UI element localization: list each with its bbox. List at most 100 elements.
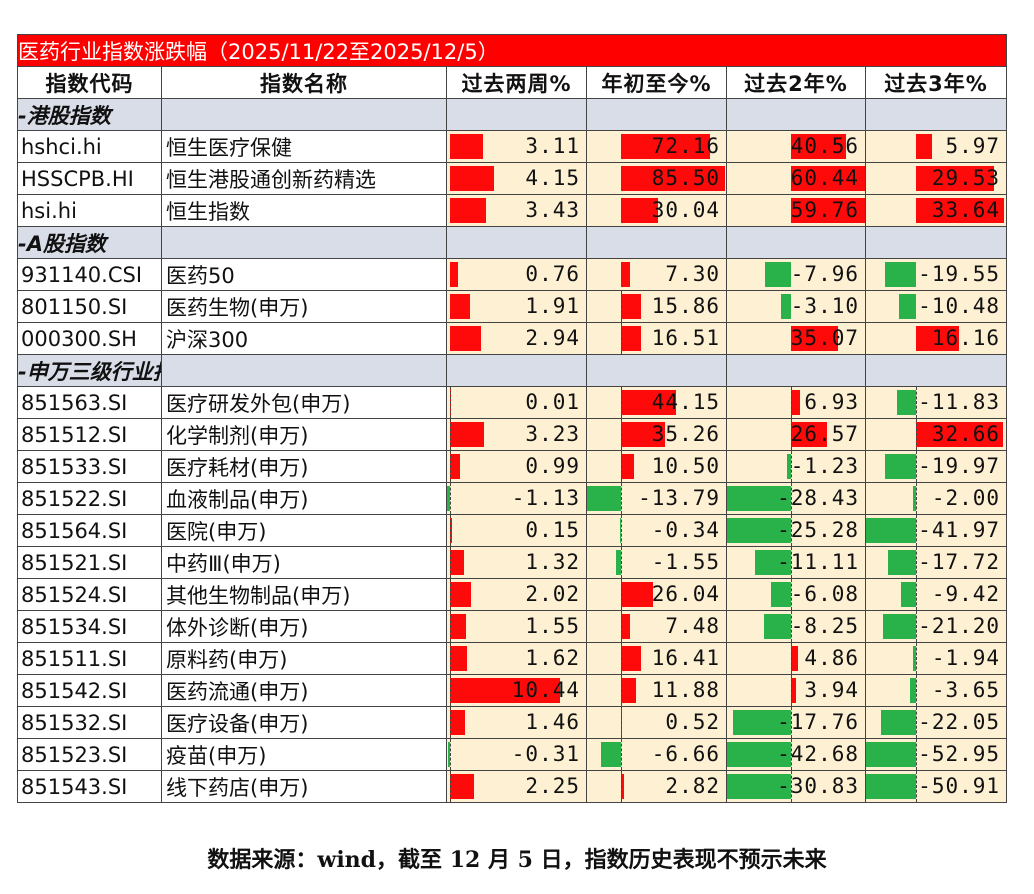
positive-bar	[916, 134, 932, 159]
value-text: -22.05	[918, 710, 1001, 734]
index-code: 851522.SI	[17, 482, 162, 515]
index-name: 医疗研发外包(申万)	[161, 386, 447, 419]
zero-axis-line	[621, 547, 622, 578]
value-cell-3y: -50.91	[864, 770, 1008, 803]
value-cell-3y: -11.83	[864, 386, 1008, 419]
negative-bar	[619, 518, 621, 543]
value-text: 0.15	[525, 518, 580, 542]
negative-bar	[771, 582, 791, 607]
value-text: 3.43	[525, 198, 580, 222]
value-text: 10.44	[511, 678, 580, 702]
header-2y: 过去2年%	[726, 66, 866, 99]
value-cell-ytd: 85.50	[586, 162, 727, 195]
section-cell	[446, 98, 587, 131]
positive-bar	[450, 710, 466, 735]
value-cell-2w: 2.94	[446, 322, 587, 355]
section-cell	[586, 98, 727, 131]
positive-bar	[621, 646, 642, 671]
zero-axis-line	[916, 547, 917, 578]
index-name: 沪深300	[161, 322, 447, 355]
value-cell-2y: 40.56	[726, 130, 866, 163]
index-name: 化学制剂(申万)	[161, 418, 447, 451]
zero-axis-line	[916, 419, 917, 450]
header-2w: 过去两周%	[446, 66, 587, 99]
section-cell	[586, 354, 727, 387]
negative-bar	[786, 454, 791, 479]
table-row: hshci.hi 恒生医疗保健 3.11 72.16 40.56 5.97	[17, 130, 1008, 163]
zero-axis-line	[916, 483, 917, 514]
table-row: 851524.SI 其他生物制品(申万) 2.02 26.04 -6.08 -9.42	[17, 578, 1008, 611]
value-cell-2w: 1.46	[446, 706, 587, 739]
value-text: -1.55	[651, 550, 720, 574]
value-text: -28.43	[777, 486, 859, 510]
zero-axis-line	[621, 771, 622, 802]
value-text: -11.83	[918, 390, 1001, 414]
value-cell-ytd: 16.41	[586, 642, 727, 675]
index-name: 恒生指数	[161, 194, 447, 227]
value-text: -17.76	[777, 710, 859, 734]
zero-axis-line	[791, 771, 792, 802]
value-text: -42.68	[777, 742, 859, 766]
index-code: hsi.hi	[17, 194, 162, 227]
section-row: -A股指数	[17, 226, 1008, 259]
negative-bar	[912, 646, 916, 671]
zero-axis-line	[916, 675, 917, 706]
value-cell-3y: -41.97	[864, 514, 1008, 547]
value-cell-ytd: 10.50	[586, 450, 727, 483]
value-text: 26.57	[790, 422, 859, 446]
negative-bar	[727, 486, 791, 511]
value-text: 32.66	[931, 422, 1001, 446]
zero-axis-line	[450, 387, 451, 418]
value-cell-2w: -1.13	[446, 482, 587, 515]
negative-bar	[866, 742, 916, 767]
zero-axis-line	[450, 419, 451, 450]
negative-bar	[780, 294, 791, 319]
index-code: 851563.SI	[17, 386, 162, 419]
negative-bar	[882, 614, 916, 639]
zero-axis-line	[450, 547, 451, 578]
positive-bar	[791, 646, 798, 671]
index-name: 医院(申万)	[161, 514, 447, 547]
positive-bar	[450, 678, 560, 703]
header-name: 指数名称	[161, 66, 447, 99]
header-3y: 过去3年%	[864, 66, 1008, 99]
value-cell-2y: 4.86	[726, 642, 866, 675]
value-text: -19.55	[918, 262, 1001, 286]
value-text: 60.44	[790, 166, 859, 190]
value-cell-2w: 1.55	[446, 610, 587, 643]
positive-bar	[916, 422, 1003, 447]
positive-bar	[791, 422, 827, 447]
zero-axis-line	[916, 515, 917, 546]
value-text: 3.23	[525, 422, 580, 446]
value-text: -0.31	[511, 742, 580, 766]
zero-axis-line	[791, 547, 792, 578]
table-row: 851564.SI 医院(申万) 0.15 -0.34 -25.28 -41.97	[17, 514, 1008, 547]
value-text: 16.41	[651, 646, 720, 670]
zero-axis-line	[621, 579, 622, 610]
title-row: 医药行业指数涨跌幅（2025/11/22至2025/12/5）	[16, 34, 1008, 67]
positive-bar	[621, 294, 641, 319]
value-text: 59.76	[790, 198, 859, 222]
positive-bar	[791, 198, 865, 223]
value-cell-2y: 59.76	[726, 194, 866, 227]
value-cell-ytd: 26.04	[586, 578, 727, 611]
index-name: 疫苗(申万)	[161, 738, 447, 771]
value-cell-ytd: -0.34	[586, 514, 727, 547]
zero-axis-line	[916, 451, 917, 482]
zero-axis-line	[791, 483, 792, 514]
index-name: 线下药店(申万)	[161, 770, 447, 803]
negative-bar	[765, 262, 791, 287]
value-cell-2w: 1.62	[446, 642, 587, 675]
value-cell-2w: 1.32	[446, 546, 587, 579]
value-text: -7.96	[790, 262, 859, 286]
negative-bar	[447, 486, 450, 511]
zero-axis-line	[450, 643, 451, 674]
positive-bar	[621, 198, 659, 223]
positive-bar	[450, 774, 474, 799]
zero-axis-line	[621, 515, 622, 546]
value-cell-ytd: 11.88	[586, 674, 727, 707]
table-row: 801150.SI 医药生物(申万) 1.91 15.86 -3.10 -10.48	[17, 290, 1008, 323]
section-label: -申万三级行业指数	[17, 354, 162, 387]
zero-axis-line	[791, 643, 792, 674]
value-text: -9.42	[931, 582, 1001, 606]
